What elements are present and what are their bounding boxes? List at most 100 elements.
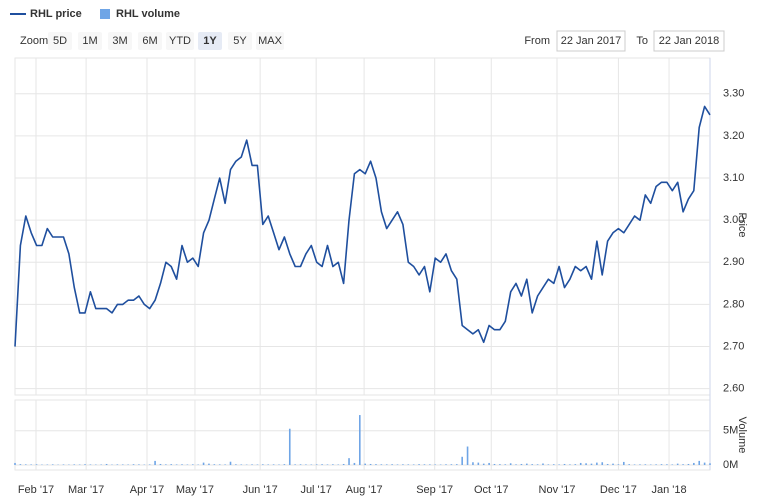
legend-label[interactable]: RHL price <box>30 8 82 20</box>
volume-bar <box>396 464 399 465</box>
volume-bar <box>262 464 264 465</box>
zoom-button-label[interactable]: 1M <box>82 35 97 47</box>
zoom-label: Zoom <box>20 35 48 47</box>
volume-bar <box>499 464 501 465</box>
x-tick-label: Feb '17 <box>18 484 54 496</box>
volume-bar <box>466 446 469 465</box>
to-date[interactable]: 22 Jan 2018 <box>659 35 720 47</box>
volume-bar <box>332 464 334 465</box>
volume-bar <box>369 463 372 465</box>
zoom-button-label[interactable]: 5D <box>53 35 67 47</box>
zoom-button-label[interactable]: 3M <box>112 35 127 47</box>
volume-bar <box>639 464 641 465</box>
volume-bar <box>682 464 684 465</box>
from-label: From <box>524 35 550 47</box>
from-date[interactable]: 22 Jan 2017 <box>561 35 622 47</box>
volume-bar <box>235 464 237 465</box>
volume-bar <box>606 463 609 465</box>
volume-bar <box>482 463 485 465</box>
volume-bar <box>138 464 140 465</box>
volume-bar <box>229 461 232 465</box>
volume-bar <box>687 463 690 465</box>
volume-bar <box>218 464 221 465</box>
volume-bar <box>305 464 307 465</box>
volume-bar <box>644 464 647 465</box>
volume-bar <box>622 461 625 465</box>
volume-bar <box>342 463 345 465</box>
volume-bar <box>612 463 614 465</box>
volume-bar <box>676 463 679 465</box>
volume-bar <box>315 464 318 465</box>
volume-bar <box>208 463 210 465</box>
volume-bar <box>445 464 447 465</box>
zoom-button[interactable] <box>138 32 162 50</box>
volume-bar <box>213 464 216 465</box>
zoom-button-label[interactable]: 1Y <box>203 35 217 47</box>
volume-bar <box>175 464 178 465</box>
zoom-button-label[interactable]: MAX <box>258 35 283 47</box>
volume-bar <box>450 464 453 465</box>
volume-bar <box>709 463 711 465</box>
volume-bar <box>148 464 151 465</box>
volume-bar <box>402 464 404 465</box>
zoom-button[interactable] <box>48 32 72 50</box>
legend-square[interactable] <box>100 9 110 19</box>
y-tick-label: 3.30 <box>723 88 744 100</box>
volume-bar <box>240 464 243 465</box>
zoom-button[interactable] <box>166 32 194 50</box>
zoom-button[interactable] <box>228 32 252 50</box>
volume-bar <box>364 463 366 465</box>
zoom-button-label[interactable]: YTD <box>169 35 191 47</box>
volume-bar <box>418 464 420 465</box>
volume-bar <box>132 464 135 465</box>
volume-bar <box>224 464 226 465</box>
volume-bar <box>181 464 183 465</box>
volume-bar <box>283 464 286 465</box>
volume-bar <box>455 464 458 465</box>
volume-bar <box>170 464 173 465</box>
volume-bar <box>542 463 544 465</box>
volume-bar <box>73 464 76 465</box>
volume-bar <box>429 464 431 465</box>
from-input[interactable] <box>556 30 626 52</box>
volume-bar <box>154 460 156 465</box>
volume-bar <box>294 464 296 465</box>
volume-bar <box>698 460 701 465</box>
zoom-button-label[interactable]: 5Y <box>233 35 247 47</box>
volume-bar <box>412 464 415 465</box>
volume-bar <box>89 464 92 465</box>
price-line <box>14 105 711 347</box>
y-tick-label: 2.90 <box>723 256 744 268</box>
volume-bar <box>493 463 496 465</box>
volume-bar <box>375 464 377 465</box>
to-input[interactable] <box>653 30 725 52</box>
volume-bar <box>359 415 361 465</box>
volume-bar <box>628 464 630 465</box>
legend-label[interactable]: RHL volume <box>116 8 180 20</box>
x-tick-label: Oct '17 <box>474 484 509 496</box>
volume-bar <box>62 464 65 465</box>
volume-bar <box>14 462 16 465</box>
volume-bar <box>326 464 329 465</box>
volume-bar <box>299 464 302 465</box>
volume-bar <box>272 464 275 465</box>
y-tick-label: 2.80 <box>723 298 744 310</box>
volume-bar <box>380 464 383 465</box>
volume-bar <box>547 464 550 465</box>
volume-bar <box>552 464 555 465</box>
volume-bar <box>202 462 205 465</box>
volume-bar <box>423 464 426 465</box>
volume-bar <box>558 464 560 465</box>
volume-bar <box>165 464 167 465</box>
volume-bar <box>472 462 474 465</box>
zoom-button[interactable] <box>108 32 132 50</box>
zoom-button[interactable] <box>198 32 222 50</box>
volume-bar <box>590 463 593 465</box>
zoom-button[interactable] <box>78 32 102 50</box>
zoom-button[interactable] <box>256 32 284 50</box>
x-tick-label: Apr '17 <box>130 484 165 496</box>
y2-tick-label: 0M <box>723 459 738 471</box>
zoom-button-label[interactable]: 6M <box>142 35 157 47</box>
